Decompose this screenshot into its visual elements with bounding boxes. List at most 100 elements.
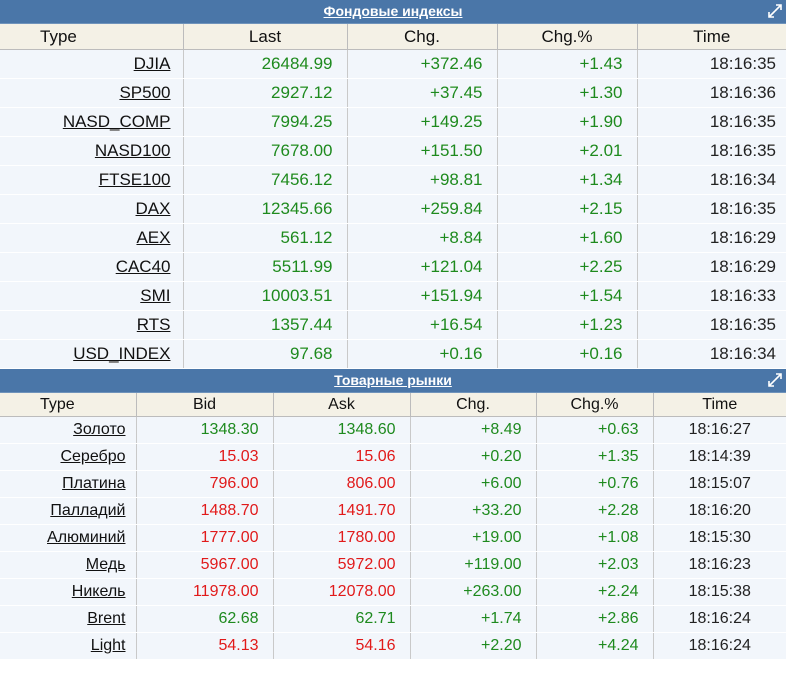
table-row: AEX 561.12 +8.84 +1.60 18:16:29 [0, 223, 786, 253]
commodities-title-link[interactable]: Товарные рынки [334, 372, 452, 388]
instrument-link[interactable]: Палладий [50, 502, 126, 519]
table-row: SMI 10003.51 +151.94 +1.54 18:16:33 [0, 281, 786, 311]
col-header-chg[interactable]: Chg. [410, 393, 537, 417]
change-percent: +2.03 [536, 551, 654, 579]
instrument-link[interactable]: NASD100 [94, 141, 171, 160]
change-value: +149.25 [347, 107, 498, 137]
bid-value: 62.68 [136, 605, 274, 633]
change-value: +19.00 [410, 524, 537, 552]
instrument-link[interactable]: Золото [73, 421, 126, 438]
change-value: +37.45 [347, 78, 498, 108]
instrument-link[interactable]: DAX [135, 199, 171, 218]
table-row: Палладий 1488.70 1491.70 +33.20 +2.28 18:16:2… [0, 497, 786, 525]
instrument-link[interactable]: NASD_COMP [62, 112, 171, 131]
update-time: 18:16:34 [637, 339, 786, 369]
col-header-type[interactable]: Type [0, 393, 137, 417]
col-header-last[interactable]: Last [183, 24, 348, 50]
change-percent: +2.86 [536, 605, 654, 633]
instrument-link[interactable]: Никель [71, 583, 126, 600]
instrument-name-cell: Медь [0, 551, 137, 579]
instrument-link[interactable]: FTSE100 [98, 170, 171, 189]
instrument-link[interactable]: CAC40 [115, 257, 171, 276]
update-time: 18:15:38 [653, 578, 786, 606]
instrument-name-cell: RTS [0, 310, 184, 340]
commodities-header-row: Type Bid Ask Chg. Chg.% Time [0, 393, 786, 417]
indices-table: Type Last Chg. Chg.% Time DJIA 26484.99 +3… [0, 24, 786, 369]
table-row: Никель 11978.00 12078.00 +263.00 +2.24 18:15:… [0, 578, 786, 606]
instrument-link[interactable]: USD_INDEX [73, 344, 171, 363]
col-header-ask[interactable]: Ask [273, 393, 411, 417]
change-percent: +2.28 [536, 497, 654, 525]
col-header-type[interactable]: Type [0, 24, 184, 50]
table-row: FTSE100 7456.12 +98.81 +1.34 18:16:34 [0, 165, 786, 195]
instrument-link[interactable]: DJIA [133, 54, 171, 73]
change-value: +121.04 [347, 252, 498, 282]
update-time: 18:16:35 [637, 194, 786, 224]
bid-value: 796.00 [136, 470, 274, 498]
table-row: SP500 2927.12 +37.45 +1.30 18:16:36 [0, 78, 786, 108]
change-value: +8.49 [410, 416, 537, 444]
instrument-link[interactable]: SMI [140, 286, 171, 305]
last-value: 97.68 [183, 339, 348, 369]
instrument-link[interactable]: AEX [136, 228, 171, 247]
change-percent: +1.43 [497, 49, 638, 79]
table-row: Золото 1348.30 1348.60 +8.49 +0.63 18:16:27 [0, 416, 786, 444]
col-header-time[interactable]: Time [653, 393, 786, 417]
table-row: NASD_COMP 7994.25 +149.25 +1.90 18:16:35 [0, 107, 786, 137]
instrument-link[interactable]: Платина [62, 475, 126, 492]
expand-icon[interactable] [768, 4, 782, 18]
update-time: 18:15:30 [653, 524, 786, 552]
instrument-link[interactable]: Light [90, 637, 126, 654]
change-percent: +1.23 [497, 310, 638, 340]
col-header-bid[interactable]: Bid [136, 393, 274, 417]
instrument-link[interactable]: Медь [85, 556, 126, 573]
instrument-link[interactable]: RTS [136, 315, 171, 334]
change-percent: +1.30 [497, 78, 638, 108]
change-percent: +0.16 [497, 339, 638, 369]
commodities-title-bar: Товарные рынки [0, 369, 786, 393]
last-value: 7678.00 [183, 136, 348, 166]
commodities-table: Type Bid Ask Chg. Chg.% Time Золото 1348.… [0, 393, 786, 660]
ask-value: 1348.60 [273, 416, 411, 444]
change-value: +1.74 [410, 605, 537, 633]
col-header-chg[interactable]: Chg. [347, 24, 498, 50]
ask-value: 54.16 [273, 632, 411, 660]
table-row: DAX 12345.66 +259.84 +2.15 18:16:35 [0, 194, 786, 224]
last-value: 10003.51 [183, 281, 348, 311]
indices-header-row: Type Last Chg. Chg.% Time [0, 24, 786, 50]
ask-value: 62.71 [273, 605, 411, 633]
instrument-link[interactable]: Алюминий [47, 529, 126, 546]
indices-title-link[interactable]: Фондовые индексы [323, 3, 463, 19]
change-value: +263.00 [410, 578, 537, 606]
table-row: CAC40 5511.99 +121.04 +2.25 18:16:29 [0, 252, 786, 282]
change-value: +0.16 [347, 339, 498, 369]
update-time: 18:16:20 [653, 497, 786, 525]
col-header-time[interactable]: Time [637, 24, 786, 50]
update-time: 18:16:23 [653, 551, 786, 579]
last-value: 12345.66 [183, 194, 348, 224]
change-percent: +1.54 [497, 281, 638, 311]
bid-value: 5967.00 [136, 551, 274, 579]
instrument-name-cell: Никель [0, 578, 137, 606]
bid-value: 1488.70 [136, 497, 274, 525]
table-row: NASD100 7678.00 +151.50 +2.01 18:16:35 [0, 136, 786, 166]
ask-value: 12078.00 [273, 578, 411, 606]
col-header-chg-pct[interactable]: Chg.% [497, 24, 638, 50]
ask-value: 15.06 [273, 443, 411, 471]
instrument-link[interactable]: Brent [87, 610, 126, 627]
instrument-name-cell: Золото [0, 416, 137, 444]
col-header-chg-pct[interactable]: Chg.% [536, 393, 654, 417]
last-value: 561.12 [183, 223, 348, 253]
update-time: 18:16:24 [653, 605, 786, 633]
instrument-link[interactable]: Серебро [60, 448, 126, 465]
change-value: +151.50 [347, 136, 498, 166]
update-time: 18:16:36 [637, 78, 786, 108]
update-time: 18:15:07 [653, 470, 786, 498]
instrument-link[interactable]: SP500 [119, 83, 171, 102]
change-percent: +2.15 [497, 194, 638, 224]
change-value: +98.81 [347, 165, 498, 195]
change-percent: +1.08 [536, 524, 654, 552]
table-row: RTS 1357.44 +16.54 +1.23 18:16:35 [0, 310, 786, 340]
instrument-name-cell: Серебро [0, 443, 137, 471]
expand-icon[interactable] [768, 373, 782, 387]
